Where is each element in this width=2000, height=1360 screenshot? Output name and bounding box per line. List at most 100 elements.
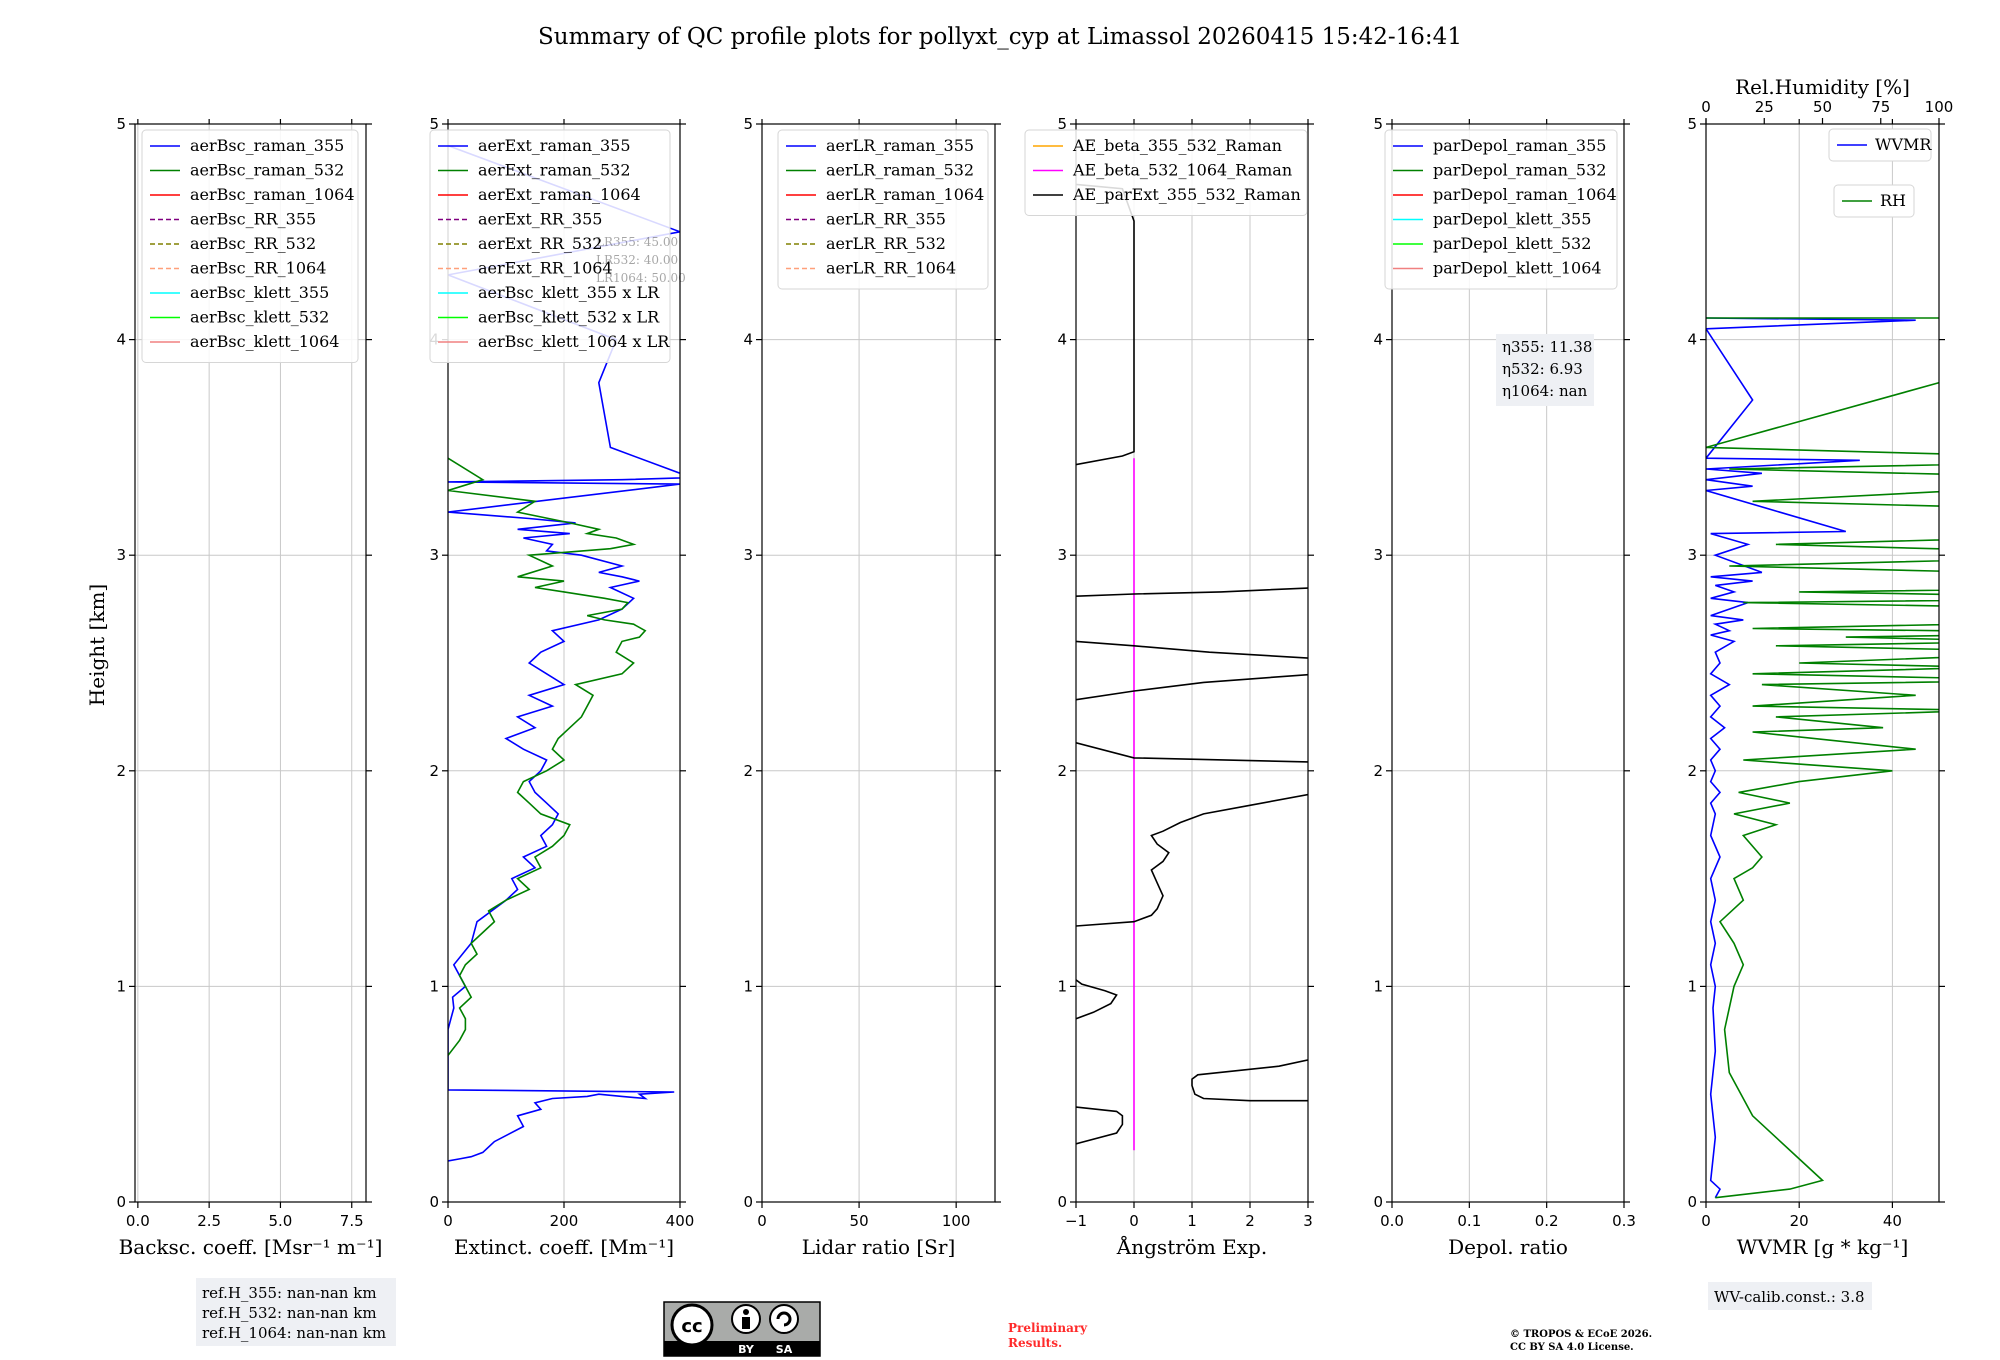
legend-label: aerBsc_RR_532 (190, 234, 316, 253)
legend-frame (1024, 129, 1308, 216)
x-tick-label: 0 (1701, 1212, 1711, 1230)
legend-label: aerBsc_raman_1064 (190, 185, 355, 204)
x-tick-label: 0.0 (126, 1212, 150, 1230)
y-tick-label: 5 (1373, 115, 1383, 133)
y-tick-label: 3 (429, 546, 439, 564)
panel-lr: 0 50 100 0 1 2 3 4 5 Lidar ratio [Sr] aerLR_raman_… (743, 115, 1001, 1259)
x-tick-label: 50 (850, 1212, 869, 1230)
legend-label: aerBsc_RR_1064 (190, 259, 326, 278)
y-tick-label: 3 (743, 546, 753, 564)
legend-label: aerLR_raman_1064 (826, 185, 984, 204)
preliminary-line-1: Preliminary (1008, 1321, 1088, 1335)
y-tick-label: 4 (1057, 331, 1067, 349)
legend-label: aerBsc_raman_532 (190, 161, 344, 180)
x-tick-label: 20 (1790, 1212, 1809, 1230)
legend-label: aerExt_raman_532 (478, 161, 631, 180)
x-tick-label: 0 (443, 1212, 453, 1230)
legend-label: aerExt_raman_355 (478, 136, 631, 155)
y-tick-label: 1 (1057, 977, 1067, 995)
panel-ext: 0200400012345Extinct. coeff. [Mm⁻¹]aerEx… (429, 115, 694, 1259)
eta-line: η532: 6.93 (1502, 360, 1583, 378)
y-tick-label: 3 (116, 546, 126, 564)
y-axis-label: Height [km] (85, 584, 109, 706)
x-tick-label: 0.2 (1535, 1212, 1559, 1230)
y-tick-label: 0 (1057, 1193, 1067, 1211)
x-tick-label: 7.5 (340, 1212, 364, 1230)
y-tick-label: 2 (1057, 762, 1067, 780)
lr-annotation-line: LR1064: 50.00 (596, 271, 686, 285)
legend-label: aerExt_RR_355 (478, 210, 602, 229)
legend-label: aerExt_RR_1064 (478, 259, 613, 278)
x-tick-label: 1 (1187, 1212, 1197, 1230)
y-tick-label: 0 (1373, 1193, 1383, 1211)
y-tick-label: 3 (1057, 546, 1067, 564)
preliminary-line-2: Results. (1008, 1336, 1062, 1350)
x-tick-label: 0 (757, 1212, 767, 1230)
legend-frame (1833, 184, 1915, 218)
lr-annotation-line: LR532: 40.00 (596, 253, 678, 267)
top-x-tick-label: 50 (1813, 98, 1832, 116)
x-axis-label-depol: Depol. ratio (1448, 1235, 1568, 1259)
legend-frame (141, 129, 359, 363)
series-WVMR (1706, 317, 1916, 1199)
wv-calib-text: WV-calib.const.: 3.8 (1714, 1288, 1865, 1306)
legend-depol: parDepol_raman_355 parDepol_raman_532 parD… (1384, 129, 1618, 290)
series-RH (1706, 317, 1939, 1199)
legend-label: parDepol_klett_532 (1433, 234, 1591, 253)
y-tick-label: 2 (743, 762, 753, 780)
series-AE_parExt_355_532_Raman (1076, 183, 1308, 1145)
sa-label: SA (776, 1343, 793, 1356)
x-tick-label: 100 (942, 1212, 971, 1230)
x-tick-label: 0.0 (1380, 1212, 1404, 1230)
y-tick-label: 1 (743, 977, 753, 995)
cc-icon (670, 1303, 714, 1347)
axes-frame (761, 123, 996, 1203)
legend-label: aerLR_raman_532 (826, 161, 974, 180)
y-tick-label: 5 (429, 115, 439, 133)
lr-annotation: LR355: 45.00 LR532: 40.00 LR1064: 50.00 (596, 235, 686, 285)
legend-label: AE_beta_355_532_Raman (1072, 136, 1282, 155)
copyright-line-2: CC BY SA 4.0 License. (1510, 1342, 1634, 1353)
legend-label: aerBsc_RR_355 (190, 210, 316, 229)
by-label: BY (738, 1343, 755, 1356)
y-tick-label: 3 (1373, 546, 1383, 564)
legend-label: aerBsc_klett_1064 x LR (478, 332, 670, 351)
series-aerExt_raman_355 (448, 144, 680, 1162)
legend-frame (1384, 129, 1618, 290)
x-axis-label-ext: Extinct. coeff. [Mm⁻¹] (454, 1235, 674, 1259)
legend-label: parDepol_raman_1064 (1433, 185, 1617, 204)
eta-box: η355: 11.38 η532: 6.93 η1064: nan (1496, 334, 1594, 406)
top-x-tick-label: 25 (1755, 98, 1774, 116)
x-tick-label: 0 (1129, 1212, 1139, 1230)
legend-label: aerLR_RR_1064 (826, 259, 956, 278)
y-tick-label: 0 (743, 1193, 753, 1211)
x-axis-label-ae: Ångström Exp. (1116, 1234, 1267, 1259)
y-tick-label: 0 (116, 1193, 126, 1211)
y-tick-label: 4 (743, 331, 753, 349)
preliminary-note: Preliminary Results. (1008, 1321, 1088, 1350)
y-tick-label: 1 (116, 977, 126, 995)
legend-label: aerLR_raman_355 (826, 136, 974, 155)
x-tick-label: 5.0 (269, 1212, 293, 1230)
legend-ae: AE_beta_355_532_Raman AE_beta_532_1064_Ra… (1024, 129, 1308, 216)
legend-label: aerBsc_klett_355 (190, 283, 329, 302)
share-alike-icon (769, 1304, 799, 1334)
y-tick-label: 2 (116, 762, 126, 780)
legend-label: aerBsc_klett_355 x LR (478, 283, 660, 302)
x-axis-label-bsc: Backsc. coeff. [Msr⁻¹ m⁻¹] (119, 1235, 383, 1259)
legend-frame (777, 129, 989, 290)
legend-wv: WVMR RH (1828, 128, 1932, 218)
y-tick-label: 1 (1373, 977, 1383, 995)
y-tick-label: 2 (1373, 762, 1383, 780)
top-x-tick-label: 75 (1871, 98, 1890, 116)
y-tick-label: 2 (429, 762, 439, 780)
ref-height-box: ref.H_355: nan-nan km ref.H_532: nan-nan… (196, 1278, 396, 1346)
legend-label: aerLR_RR_355 (826, 210, 946, 229)
y-tick-label: 1 (429, 977, 439, 995)
panel-wv: 0 20 40 0 1 2 3 4 5 WVMR [g * kg⁻¹] 0 25 50 75 100 Rel.… (1687, 75, 1953, 1259)
legend-lr: aerLR_raman_355 aerLR_raman_532 aerLR_rama… (777, 129, 989, 290)
legend-frame (1828, 128, 1932, 162)
x-tick-label: 0.3 (1612, 1212, 1636, 1230)
copyright-line-1: © TROPOS & ECoE 2026. (1510, 1329, 1652, 1340)
